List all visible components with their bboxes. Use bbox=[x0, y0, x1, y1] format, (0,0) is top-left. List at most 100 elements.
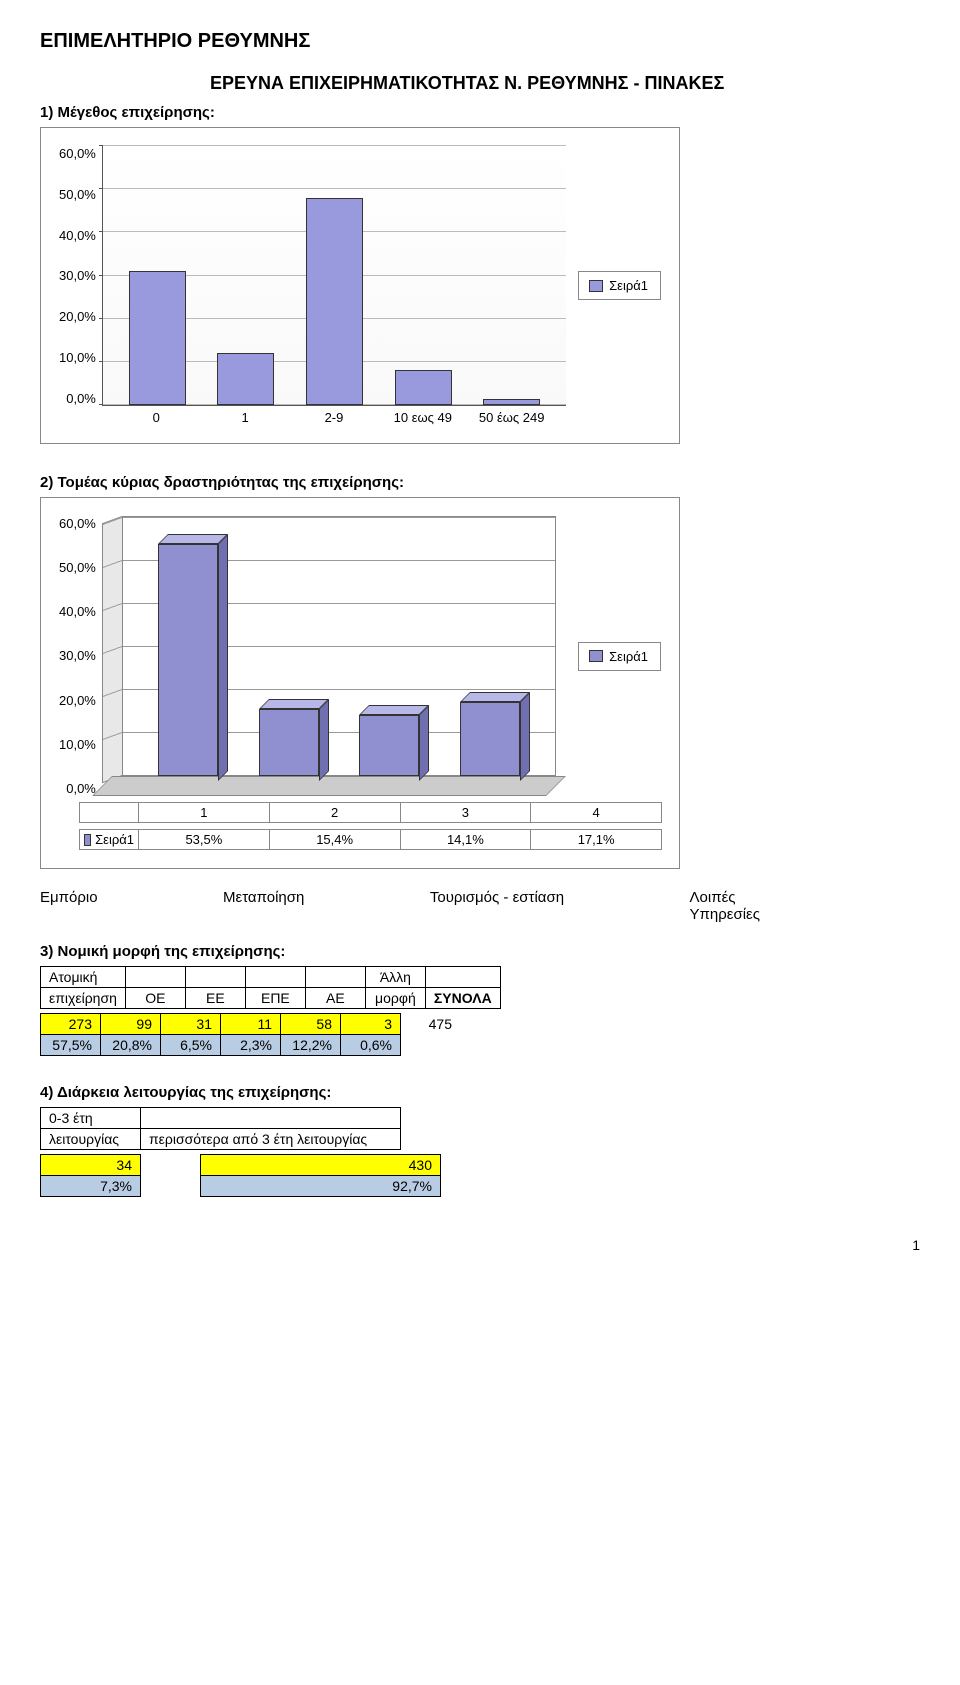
q2-bar bbox=[238, 516, 339, 776]
q2-plot-area bbox=[102, 516, 566, 796]
page-number: 1 bbox=[40, 1237, 920, 1253]
page-title: ΕΡΕΥΝΑ ΕΠΙΧΕΙΡΗΜΑΤΙΚΟΤΗΤΑΣ Ν. ΡΕΘΥΜΝΗΣ -… bbox=[210, 73, 724, 94]
q2-ytick: 20,0% bbox=[59, 693, 96, 708]
q1-bar bbox=[379, 146, 468, 405]
q1-bar bbox=[113, 146, 202, 405]
q2-series-label: Σειρά1 bbox=[95, 832, 134, 847]
q4-h1a: 0-3 έτη bbox=[41, 1108, 141, 1129]
q3-cell: 11 bbox=[221, 1014, 281, 1035]
q3-header-table: Ατομική Άλλη επιχείρηση ΟΕ ΕΕ ΕΠΕ ΑΕ μορ… bbox=[40, 966, 501, 1009]
q2-val: 53,5% bbox=[138, 829, 270, 850]
q4-cell: 34 bbox=[41, 1155, 141, 1176]
q3-cell: 0,6% bbox=[341, 1035, 401, 1056]
q3-h3: ΕΕ bbox=[185, 988, 245, 1009]
q1-bar bbox=[202, 146, 291, 405]
q1-ytick: 50,0% bbox=[59, 187, 96, 202]
cat-label: Μεταποίηση bbox=[223, 889, 304, 923]
q3-h2: ΟΕ bbox=[125, 988, 185, 1009]
q2-data-table-row: Σειρά1 53,5% 15,4% 14,1% 17,1% bbox=[59, 829, 661, 850]
q2-label: 2) Τομέας κύριας δραστηριότητας της επιχ… bbox=[40, 474, 920, 491]
q3-cell: 99 bbox=[101, 1014, 161, 1035]
q1-ytick: 30,0% bbox=[59, 268, 96, 283]
cat-label: Εμπόριο bbox=[40, 889, 98, 923]
q2-val: 17,1% bbox=[530, 829, 662, 850]
q4-table: 34 430 7,3% 92,7% bbox=[40, 1154, 441, 1197]
q3-cell: 3 bbox=[341, 1014, 401, 1035]
q2-ytick: 10,0% bbox=[59, 737, 96, 752]
q3-h1b: επιχείρηση bbox=[41, 988, 126, 1009]
q4-h2: περισσότερα από 3 έτη λειτουργίας bbox=[141, 1129, 401, 1150]
q2-xnum: 4 bbox=[530, 802, 662, 823]
q3-cell: 58 bbox=[281, 1014, 341, 1035]
q1-chart: 60,0% 50,0% 40,0% 30,0% 20,0% 10,0% 0,0%… bbox=[40, 127, 680, 444]
q1-bar bbox=[468, 146, 557, 405]
q2-ytick: 30,0% bbox=[59, 648, 96, 663]
q2-xnum: 3 bbox=[400, 802, 532, 823]
q3-cell: 12,2% bbox=[281, 1035, 341, 1056]
q2-xnum: 1 bbox=[138, 802, 270, 823]
q2-val: 14,1% bbox=[400, 829, 532, 850]
q1-bar bbox=[290, 146, 379, 405]
q3-total: 475 bbox=[401, 1014, 461, 1035]
q4-cell: 92,7% bbox=[201, 1176, 441, 1197]
q1-plot-area bbox=[102, 146, 566, 406]
q2-y-axis: 60,0% 50,0% 40,0% 30,0% 20,0% 10,0% 0,0% bbox=[59, 516, 102, 796]
q1-xtick: 50 έως 249 bbox=[467, 410, 556, 425]
legend-swatch bbox=[84, 834, 91, 846]
q4-label: 4) Διάρκεια λειτουργίας της επιχείρησης: bbox=[40, 1084, 920, 1101]
q3-table: 273 99 31 11 58 3 475 57,5% 20,8% 6,5% 2… bbox=[40, 1013, 461, 1056]
q3-cell: 273 bbox=[41, 1014, 101, 1035]
q1-x-axis: 012-910 εως 4950 έως 249 bbox=[102, 406, 566, 425]
q1-xtick: 2-9 bbox=[290, 410, 379, 425]
legend-label: Σειρά1 bbox=[609, 278, 648, 293]
q1-ytick: 0,0% bbox=[66, 391, 96, 406]
q4-h1b: λειτουργίας bbox=[41, 1129, 141, 1150]
q2-xnum: 2 bbox=[269, 802, 401, 823]
page-header: ΕΠΙΜΕΛΗΤΗΡΙΟ ΡΕΘΥΜΝΗΣ bbox=[40, 30, 920, 53]
q3-h6b: μορφή bbox=[365, 988, 425, 1009]
cat-label: Τουρισμός - εστίαση bbox=[430, 889, 564, 923]
q2-data-table: 1 2 3 4 bbox=[59, 802, 661, 823]
q3-h1a: Ατομική bbox=[41, 967, 126, 988]
q2-bar bbox=[440, 516, 541, 776]
q4-cell: 430 bbox=[201, 1155, 441, 1176]
q2-category-labels: Εμπόριο Μεταποίηση Τουρισμός - εστίαση Λ… bbox=[40, 889, 760, 923]
q3-h6a: Άλλη bbox=[365, 967, 425, 988]
q3-cell: 20,8% bbox=[101, 1035, 161, 1056]
q2-xhead-blank bbox=[79, 802, 139, 823]
legend-label: Σειρά1 bbox=[609, 649, 648, 664]
q3-h4: ΕΠΕ bbox=[245, 988, 305, 1009]
q2-legend: Σειρά1 bbox=[578, 642, 661, 671]
q1-label: 1) Μέγεθος επιχείρησης: bbox=[40, 104, 920, 121]
q2-ytick: 40,0% bbox=[59, 604, 96, 619]
q3-cell: 31 bbox=[161, 1014, 221, 1035]
q3-h7: ΣΥΝΟΛΑ bbox=[425, 988, 500, 1009]
legend-swatch bbox=[589, 280, 603, 292]
q1-ytick: 20,0% bbox=[59, 309, 96, 324]
q1-ytick: 40,0% bbox=[59, 228, 96, 243]
q1-xtick: 1 bbox=[201, 410, 290, 425]
q2-chart: 60,0% 50,0% 40,0% 30,0% 20,0% 10,0% 0,0%… bbox=[40, 497, 680, 869]
q1-xtick: 10 εως 49 bbox=[378, 410, 467, 425]
q3-h5: ΑΕ bbox=[305, 988, 365, 1009]
q2-series-head: Σειρά1 bbox=[79, 829, 139, 850]
q3-label: 3) Νομική μορφή της επιχείρησης: bbox=[40, 943, 920, 960]
q2-ytick: 60,0% bbox=[59, 516, 96, 531]
q4-header-table: 0-3 έτη λειτουργίας περισσότερα από 3 έτ… bbox=[40, 1107, 401, 1150]
q1-xtick: 0 bbox=[112, 410, 201, 425]
q1-y-axis: 60,0% 50,0% 40,0% 30,0% 20,0% 10,0% 0,0% bbox=[59, 146, 102, 406]
q2-val: 15,4% bbox=[269, 829, 401, 850]
legend-swatch bbox=[589, 650, 603, 662]
q2-bar bbox=[138, 516, 239, 776]
q2-bar bbox=[339, 516, 440, 776]
q1-ytick: 60,0% bbox=[59, 146, 96, 161]
q2-ytick: 50,0% bbox=[59, 560, 96, 575]
q3-cell: 57,5% bbox=[41, 1035, 101, 1056]
q3-cell: 6,5% bbox=[161, 1035, 221, 1056]
q1-ytick: 10,0% bbox=[59, 350, 96, 365]
q1-legend: Σειρά1 bbox=[578, 271, 661, 300]
q4-cell: 7,3% bbox=[41, 1176, 141, 1197]
q2-ytick: 0,0% bbox=[66, 781, 96, 796]
cat-label: Λοιπές Υπηρεσίες bbox=[690, 889, 760, 923]
q3-cell: 2,3% bbox=[221, 1035, 281, 1056]
